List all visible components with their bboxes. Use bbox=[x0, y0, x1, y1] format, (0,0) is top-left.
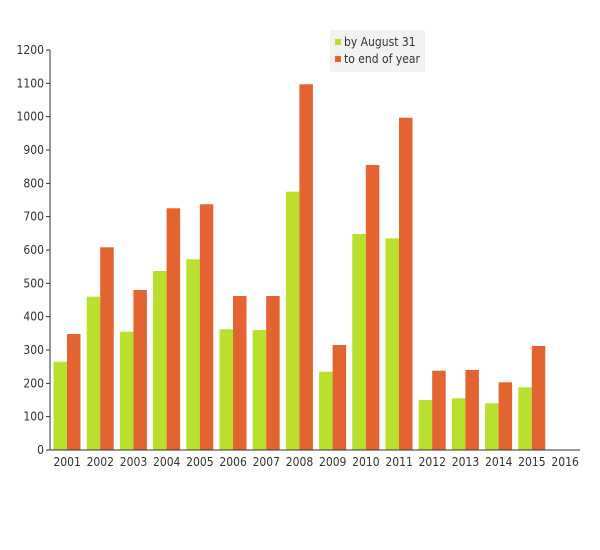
bar-2013-by-august-31 bbox=[451, 398, 466, 450]
bar-2001-to-end-of-year bbox=[67, 334, 81, 450]
legend-background bbox=[330, 30, 425, 72]
y-tick-label-200: 200 bbox=[23, 376, 44, 390]
bar-2012-to-end-of-year bbox=[432, 370, 446, 450]
x-tick-label-2006: 2006 bbox=[219, 455, 247, 469]
x-tick-label-2001: 2001 bbox=[53, 455, 80, 469]
y-tick-label-100: 100 bbox=[23, 410, 44, 424]
x-tick-label-2009: 2009 bbox=[319, 455, 347, 469]
y-axis: 0 100 200 300 400 500 600 700 800 900 1000 1100 1200 bbox=[17, 43, 51, 457]
bar-2003-by-august-31 bbox=[119, 331, 134, 450]
bar-2006-by-august-31 bbox=[219, 329, 233, 450]
bar-2003-to-end-of-year bbox=[133, 290, 147, 450]
bar-2010-by-august-31 bbox=[352, 234, 366, 450]
x-tick-label-2011: 2011 bbox=[385, 455, 412, 469]
bar-2015-to-end-of-year bbox=[531, 346, 546, 450]
x-tick-label-2012: 2012 bbox=[419, 455, 446, 469]
x-tick-label-2016: 2016 bbox=[551, 455, 579, 469]
legend-swatch-to-end-of-year bbox=[335, 56, 341, 62]
bar-2014-to-end-of-year bbox=[498, 382, 513, 450]
y-tick-label-800: 800 bbox=[23, 176, 44, 190]
x-tick-label-2014: 2014 bbox=[485, 455, 513, 469]
bar-2007-to-end-of-year bbox=[266, 296, 280, 450]
x-tick-label-2003: 2003 bbox=[120, 455, 147, 469]
bar-2009-to-end-of-year bbox=[332, 345, 347, 450]
x-tick-label-2015: 2015 bbox=[518, 455, 545, 469]
bar-2008-by-august-31 bbox=[285, 191, 300, 450]
x-tick-label-2005: 2005 bbox=[186, 455, 213, 469]
x-tick-label-2004: 2004 bbox=[153, 455, 181, 469]
bar-2011-to-end-of-year bbox=[399, 117, 413, 450]
bar-2011-by-august-31 bbox=[385, 238, 399, 450]
bar-2002-to-end-of-year bbox=[100, 247, 114, 450]
x-tick-label-2010: 2010 bbox=[352, 455, 380, 469]
bar-2013-to-end-of-year bbox=[465, 370, 479, 450]
bar-2004-by-august-31 bbox=[153, 271, 167, 450]
y-tick-label-0: 0 bbox=[37, 443, 44, 457]
x-tick-label-2013: 2013 bbox=[452, 455, 479, 469]
x-tick-label-2008: 2008 bbox=[286, 455, 314, 469]
y-tick-label-500: 500 bbox=[23, 276, 44, 290]
x-axis: 2001 2002 2003 2004 2005 2006 2007 2008 2009 2010… bbox=[50, 449, 580, 469]
y-tick-label-400: 400 bbox=[23, 310, 44, 324]
y-tick-label-1000: 1000 bbox=[17, 110, 45, 124]
legend-label-by-august-31: by August 31 bbox=[344, 35, 416, 49]
y-tick-label-1200: 1200 bbox=[17, 43, 45, 57]
bar-2014-by-august-31 bbox=[485, 403, 499, 450]
bar-2006-to-end-of-year bbox=[233, 296, 247, 450]
bar-2008-to-end-of-year bbox=[299, 84, 313, 451]
bar-2009-by-august-31 bbox=[319, 371, 333, 450]
bar-2001-by-august-31 bbox=[53, 361, 67, 450]
bar-2010-to-end-of-year bbox=[365, 165, 380, 450]
legend: by August 31 to end of year bbox=[330, 30, 425, 72]
bar-2007-by-august-31 bbox=[252, 330, 267, 450]
bars-layer bbox=[53, 84, 546, 451]
y-tick-label-600: 600 bbox=[23, 243, 44, 257]
bar-2002-by-august-31 bbox=[86, 296, 101, 450]
legend-swatch-by-august-31 bbox=[335, 39, 341, 45]
y-tick-label-1100: 1100 bbox=[17, 76, 45, 90]
x-tick-label-2002: 2002 bbox=[87, 455, 114, 469]
legend-label-to-end-of-year: to end of year bbox=[344, 52, 421, 66]
y-tick-label-900: 900 bbox=[23, 143, 44, 157]
y-tick-label-700: 700 bbox=[23, 210, 44, 224]
bar-2004-to-end-of-year bbox=[166, 208, 181, 450]
bar-2005-by-august-31 bbox=[186, 259, 200, 450]
x-tick-label-2007: 2007 bbox=[253, 455, 280, 469]
bar-2005-to-end-of-year bbox=[199, 204, 214, 450]
y-tick-label-300: 300 bbox=[23, 343, 44, 357]
bar-2012-by-august-31 bbox=[418, 400, 433, 450]
bar-2015-by-august-31 bbox=[518, 387, 532, 450]
